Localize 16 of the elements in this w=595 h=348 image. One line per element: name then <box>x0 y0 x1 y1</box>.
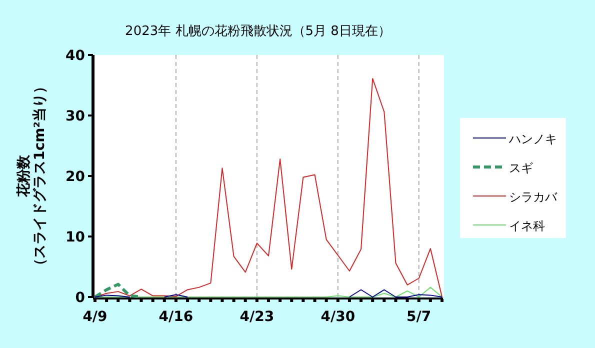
x-tick-label: 4/23 <box>240 309 274 325</box>
x-tick-label: 4/16 <box>158 309 194 325</box>
y-tick-label: 0 <box>75 290 86 306</box>
x-tick-label: 4/30 <box>320 309 356 325</box>
y-tick-label: 30 <box>66 108 86 124</box>
legend-label: スギ <box>509 161 533 175</box>
legend-label: シラカバ <box>509 190 558 204</box>
chart-title: 2023年 札幌の花粉飛散状況（5月 8日現在） <box>125 24 391 39</box>
y-axis-title: 花粉数（スライドグラス1cm²当り） <box>16 80 48 272</box>
legend-label: ハンノキ <box>508 132 557 146</box>
x-tick-label: 4/9 <box>82 309 108 325</box>
legend-label: イネ科 <box>509 219 545 233</box>
y-tick-label: 40 <box>66 48 86 64</box>
x-tick-label: 5/7 <box>406 309 432 325</box>
y-tick-label: 20 <box>66 169 86 185</box>
y-tick-label: 10 <box>66 230 86 246</box>
